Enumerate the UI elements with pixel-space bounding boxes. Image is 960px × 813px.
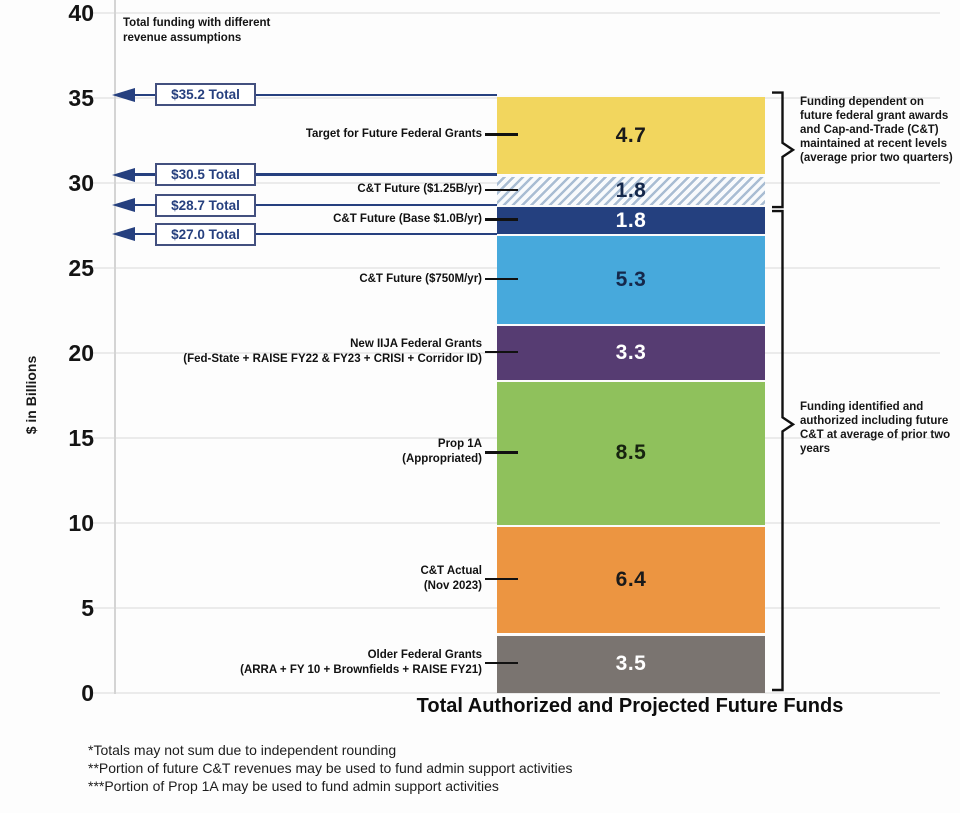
- segment-value-c-t-future-base-1-0b-yr: 1.8: [615, 208, 647, 232]
- total-line-35-2-total: [123, 93, 497, 96]
- bar-segment-target-for-future-federal-grants: 4.7: [497, 94, 765, 175]
- total-arrowhead-28-7-total: [112, 198, 135, 213]
- y-tick-label-15: 15: [68, 425, 94, 451]
- footnote-prop1a-admin: ***Portion of Prop 1A may be used to fun…: [88, 778, 499, 794]
- y-tick-label-5: 5: [81, 595, 94, 621]
- segment-label-line: Prop 1A: [437, 438, 482, 451]
- total-arrowhead-30-5-total: [112, 167, 135, 182]
- gridline-0: [93, 692, 940, 694]
- segment-label-c-t-future-base-1-0b-yr: C&T Future (Base $1.0B/yr): [102, 212, 482, 227]
- segment-sublabel-line: (Appropriated): [402, 453, 482, 466]
- segment-label-line: C&T Future (Base $1.0B/yr): [333, 213, 482, 226]
- segment-value-older-federal-grants: 3.5: [615, 652, 647, 676]
- label-connector-c-t-future-base-1-0b-yr: [485, 218, 518, 221]
- segment-sublabel-line: (Nov 2023): [423, 580, 482, 593]
- segment-value-new-iija-federal-grants: 3.3: [615, 341, 647, 365]
- bar-segment-c-t-future-base-1-0b-yr: 1.8: [497, 205, 765, 234]
- bar-segment-older-federal-grants: 3.5: [497, 633, 765, 693]
- bracket-1: [772, 209, 796, 692]
- segment-label-line: C&T Actual: [420, 565, 482, 578]
- footnote-rounding: *Totals may not sum due to independent r…: [88, 742, 397, 758]
- bracket-0: [772, 91, 796, 209]
- segment-label-prop-1a: Prop 1A (Appropriated): [102, 437, 482, 467]
- segment-value-c-t-future-750m-yr: 5.3: [615, 268, 647, 292]
- segment-label-target-for-future-federal-grants: Target for Future Federal Grants: [102, 127, 482, 142]
- segment-label-line: Target for Future Federal Grants: [305, 128, 482, 141]
- total-arrowhead-27-0-total: [112, 227, 135, 241]
- bar-segment-prop-1a: 8.5: [497, 380, 765, 525]
- segment-label-c-t-future-1-25b-yr: C&T Future ($1.25B/yr): [102, 182, 482, 197]
- revenue-assumptions-note: Total funding with different revenue ass…: [123, 17, 271, 44]
- y-axis-title: $ in Billions: [23, 355, 39, 435]
- y-tick-label-10: 10: [68, 510, 94, 536]
- segment-label-line: C&T Future ($750M/yr): [359, 272, 482, 285]
- total-line-27-0-total: [123, 232, 497, 236]
- total-arrowhead-35-2-total: [112, 87, 135, 102]
- total-box-30-5-total: $30.5 Total: [155, 163, 256, 186]
- y-tick-label-40: 40: [68, 0, 94, 26]
- bar-segment-c-t-future-1-25b-yr: 1.8: [497, 174, 765, 206]
- label-connector-c-t-future-750m-yr: [485, 277, 518, 281]
- segment-value-c-t-future-1-25b-yr: 1.8: [615, 178, 647, 202]
- bracket-annotation-dependent-funding: Funding dependent on future federal gran…: [800, 96, 953, 164]
- y-tick-label-20: 20: [68, 340, 94, 366]
- y-tick-label-0: 0: [81, 680, 94, 706]
- label-connector-new-iija-federal-grants: [485, 350, 518, 354]
- footnotes: *Totals may not sum due to independent r…: [88, 741, 573, 795]
- segment-label-line: New IIJA Federal Grants: [350, 338, 482, 351]
- total-box-28-7-total: $28.7 Total: [155, 193, 256, 217]
- label-connector-c-t-actual: [485, 577, 518, 581]
- label-connector-target-for-future-federal-grants: [485, 133, 518, 136]
- segment-sublabel-line: (ARRA + FY 10 + Brownfields + RAISE FY21…: [240, 664, 482, 677]
- bar-segment-new-iija-federal-grants: 3.3: [497, 324, 765, 381]
- bracket-annotation-identified-funding: Funding identified and authorized includ…: [800, 401, 951, 455]
- total-box-35-2-total: $35.2 Total: [155, 83, 256, 107]
- y-tick-label-25: 25: [68, 255, 94, 281]
- segment-label-new-iija-federal-grants: New IIJA Federal Grants (Fed-State + RAIS…: [102, 337, 482, 367]
- label-connector-c-t-future-1-25b-yr: [485, 188, 518, 191]
- gridline-40: [93, 12, 940, 14]
- footnote-ct-admin: **Portion of future C&T revenues may be …: [88, 760, 573, 776]
- segment-label-c-t-actual: C&T Actual (Nov 2023): [102, 564, 482, 594]
- chart-title: Total Authorized and Projected Future Fu…: [416, 695, 844, 717]
- label-connector-older-federal-grants: [485, 662, 518, 665]
- segment-sublabel-line: (Fed-State + RAISE FY22 & FY23 + CRISI +…: [183, 353, 482, 366]
- total-box-27-0-total: $27.0 Total: [155, 222, 256, 246]
- segment-label-older-federal-grants: Older Federal Grants (ARRA + FY 10 + Brow…: [102, 648, 482, 678]
- y-tick-label-30: 30: [68, 170, 94, 196]
- total-line-30-5-total: [123, 173, 497, 176]
- segment-label-line: C&T Future ($1.25B/yr): [357, 183, 482, 196]
- total-line-28-7-total: [123, 204, 497, 207]
- bar-segment-c-t-future-750m-yr: 5.3: [497, 234, 765, 325]
- bar-segment-c-t-actual: 6.4: [497, 524, 765, 634]
- segment-value-c-t-actual: 6.4: [615, 568, 647, 592]
- label-connector-prop-1a: [485, 451, 518, 454]
- segment-label-line: Older Federal Grants: [367, 649, 482, 662]
- y-tick-label-35: 35: [68, 85, 94, 111]
- y-axis-line: [114, 0, 116, 694]
- segment-value-target-for-future-federal-grants: 4.7: [615, 123, 647, 147]
- segment-value-prop-1a: 8.5: [615, 441, 647, 465]
- segment-label-c-t-future-750m-yr: C&T Future ($750M/yr): [102, 272, 482, 287]
